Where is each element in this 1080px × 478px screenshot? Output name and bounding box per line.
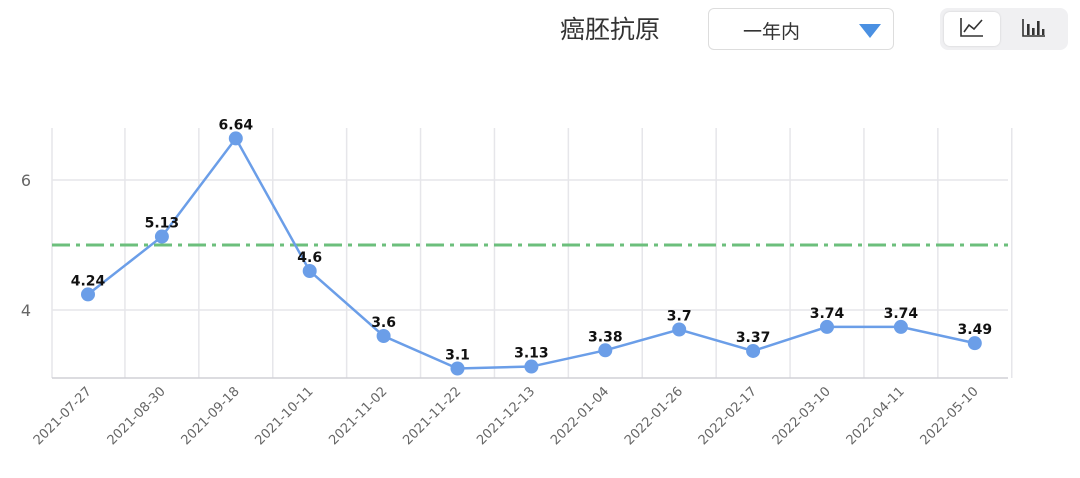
time-range-select[interactable]: 一年内 bbox=[708, 8, 894, 50]
data-point bbox=[154, 229, 169, 244]
line-chart-icon bbox=[959, 16, 985, 42]
data-point bbox=[672, 322, 687, 337]
x-tick-label: 2021-10-11 bbox=[252, 384, 316, 448]
x-tick-label: 2021-08-30 bbox=[105, 384, 169, 448]
x-tick-label: 2021-07-27 bbox=[31, 384, 95, 448]
y-tick-label: 4 bbox=[21, 301, 31, 320]
data-label: 4.6 bbox=[297, 250, 322, 266]
line-chart-view-button[interactable] bbox=[944, 12, 1000, 46]
time-range-value: 一年内 bbox=[743, 21, 801, 43]
data-label: 3.13 bbox=[514, 346, 549, 362]
data-label: 3.49 bbox=[958, 322, 993, 338]
data-point bbox=[450, 361, 465, 376]
chart-view-toggle bbox=[940, 8, 1068, 50]
x-tick-label: 2022-04-11 bbox=[844, 384, 908, 448]
x-tick-label: 2022-01-26 bbox=[622, 384, 686, 448]
y-tick-label: 6 bbox=[21, 171, 31, 190]
x-tick-label: 2022-03-10 bbox=[770, 384, 834, 448]
data-point bbox=[228, 131, 243, 146]
data-point bbox=[302, 264, 317, 278]
data-point bbox=[746, 343, 761, 358]
data-point bbox=[376, 329, 391, 343]
data-point bbox=[598, 343, 613, 358]
caret-down-icon bbox=[859, 23, 881, 42]
x-tick-label: 2021-09-18 bbox=[179, 384, 243, 448]
data-label: 4.24 bbox=[71, 273, 106, 289]
data-point bbox=[967, 336, 982, 351]
x-tick-label: 2021-11-02 bbox=[326, 384, 390, 448]
data-point bbox=[81, 287, 95, 302]
series-line bbox=[87, 136, 976, 370]
data-point bbox=[820, 319, 834, 334]
data-label: 3.7 bbox=[667, 309, 692, 325]
x-tick-label: 2021-12-13 bbox=[474, 384, 538, 448]
data-label: 3.74 bbox=[810, 306, 845, 322]
bar-chart-view-button[interactable] bbox=[1006, 12, 1062, 46]
data-point bbox=[524, 359, 539, 374]
data-label: 5.13 bbox=[145, 216, 180, 232]
data-label: 3.74 bbox=[884, 306, 919, 322]
data-label: 3.38 bbox=[588, 329, 623, 345]
data-label: 3.37 bbox=[736, 330, 771, 346]
data-label: 6.64 bbox=[219, 117, 254, 133]
page-title: 癌胚抗原 bbox=[560, 15, 661, 44]
x-tick-label: 2022-02-17 bbox=[696, 384, 760, 448]
data-point bbox=[893, 319, 908, 334]
data-label: 3.6 bbox=[371, 315, 396, 331]
x-tick-label: 2022-05-10 bbox=[918, 384, 982, 448]
x-tick-label: 2021-11-22 bbox=[400, 384, 464, 448]
data-label: 3.1 bbox=[445, 348, 470, 364]
x-tick-label: 2022-01-04 bbox=[548, 384, 612, 448]
bar-chart-icon bbox=[1021, 16, 1047, 42]
